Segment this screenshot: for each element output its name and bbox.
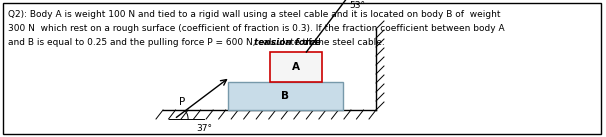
- Text: P: P: [179, 97, 185, 107]
- Text: 53°: 53°: [349, 1, 365, 10]
- Text: and B is equal to 0.25 and the pulling force P = 600 N, calculate the: and B is equal to 0.25 and the pulling f…: [8, 38, 321, 47]
- Text: 300 N  which rest on a rough surface (coefficient of fraction is 0.3). If the fr: 300 N which rest on a rough surface (coe…: [8, 24, 505, 33]
- Text: 37°: 37°: [196, 124, 212, 133]
- Bar: [228, 82, 343, 110]
- Text: Q2): Body A is weight 100 N and tied to a rigid wall using a steel cable and it : Q2): Body A is weight 100 N and tied to …: [8, 10, 501, 19]
- Text: tension force: tension force: [255, 38, 321, 47]
- Text: A: A: [292, 62, 300, 72]
- Text: of the steel cable.: of the steel cable.: [300, 38, 385, 47]
- Text: B: B: [282, 91, 290, 101]
- Bar: [270, 52, 322, 82]
